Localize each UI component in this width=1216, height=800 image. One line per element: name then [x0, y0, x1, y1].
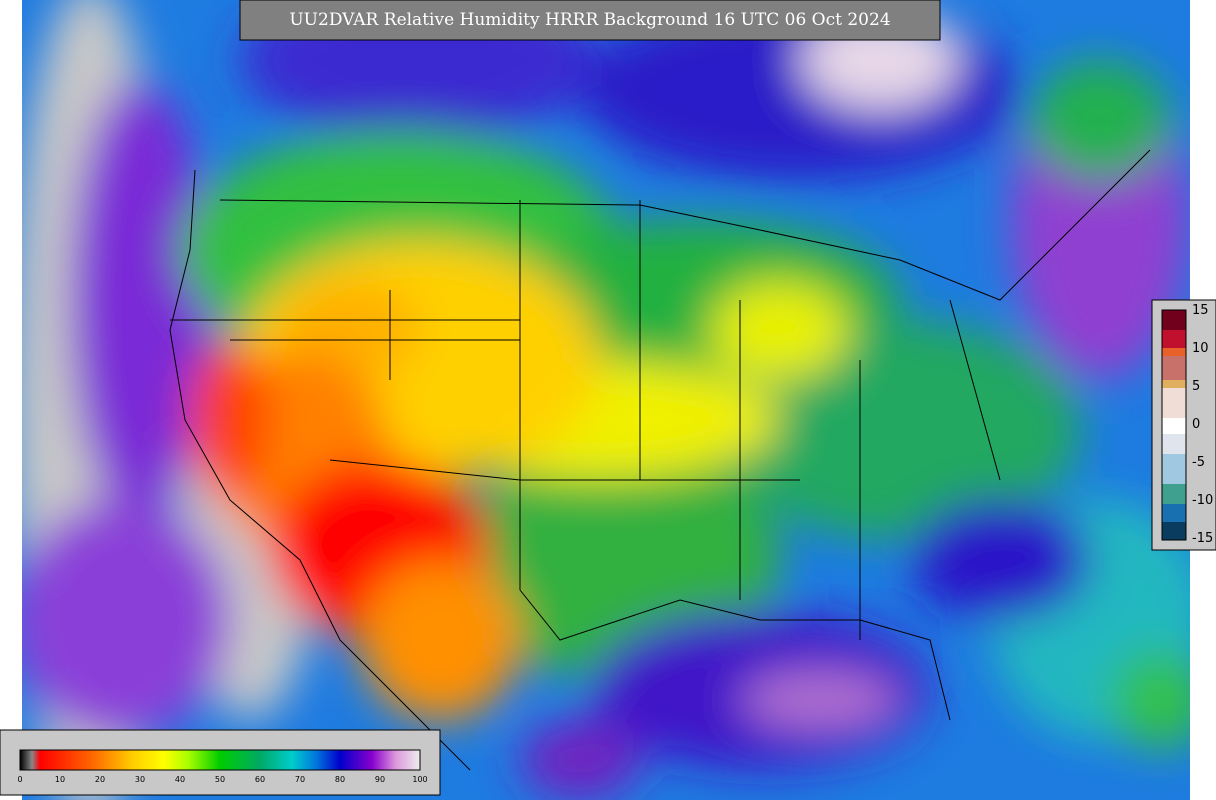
colorbar-tick-label: 0 [1192, 417, 1200, 432]
colorbar-swatch [1162, 504, 1186, 522]
boundaries [169, 149, 1151, 771]
map-title: UU2DVAR Relative Humidity HRRR Backgroun… [289, 10, 890, 30]
colorbar-tick-label: -10 [1192, 493, 1213, 508]
colorbar-swatch [1162, 330, 1186, 348]
colorbar-swatch [1162, 418, 1186, 434]
colorbar-frame [1161, 309, 1187, 541]
colorbar-swatch [1162, 348, 1186, 356]
colorbar-tick-label: -15 [1192, 531, 1213, 546]
colorbar-tick-label: 100 [412, 775, 427, 784]
colorbar-tick-label: 50 [215, 775, 225, 784]
rh-colorbar: 0 10 20 30 40 50 60 70 80 90 100 [0, 729, 441, 796]
colorbar-tick-label: 5 [1192, 379, 1200, 394]
colorbar-swatch [1162, 380, 1186, 388]
side-colorbar: 15 10 5 0 -5 -10 -15 [1151, 299, 1216, 551]
colorbar-tick-label: 60 [255, 775, 265, 784]
colorbar-tick-label: 0 [17, 775, 22, 784]
colorbar-tick-label: 15 [1192, 303, 1209, 318]
colorbar-scale [19, 749, 421, 771]
colorbar-tick-label: 30 [135, 775, 145, 784]
colorbar-tick-label: 80 [335, 775, 345, 784]
title-box [239, 0, 941, 41]
colorbar-swatch [1162, 522, 1186, 540]
colorbar-tick-label: 20 [95, 775, 105, 784]
humidity-field [22, 0, 1190, 800]
colorbar-swatch [1162, 454, 1186, 484]
colorbar-tick-label: 10 [55, 775, 65, 784]
colorbar-tick-label: 10 [1192, 341, 1209, 356]
colorbar-tick-label: 70 [295, 775, 305, 784]
colorbar-tick-label: 40 [175, 775, 185, 784]
colorbar-swatch [1162, 484, 1186, 504]
colorbar-tick-label: 90 [375, 775, 385, 784]
colorbar-swatch [1162, 388, 1186, 418]
colorbar-swatch [1162, 310, 1186, 330]
colorbar-swatch [1162, 434, 1186, 454]
colorbar-tick-label: -5 [1192, 455, 1205, 470]
colorbar-swatch [1162, 356, 1186, 380]
